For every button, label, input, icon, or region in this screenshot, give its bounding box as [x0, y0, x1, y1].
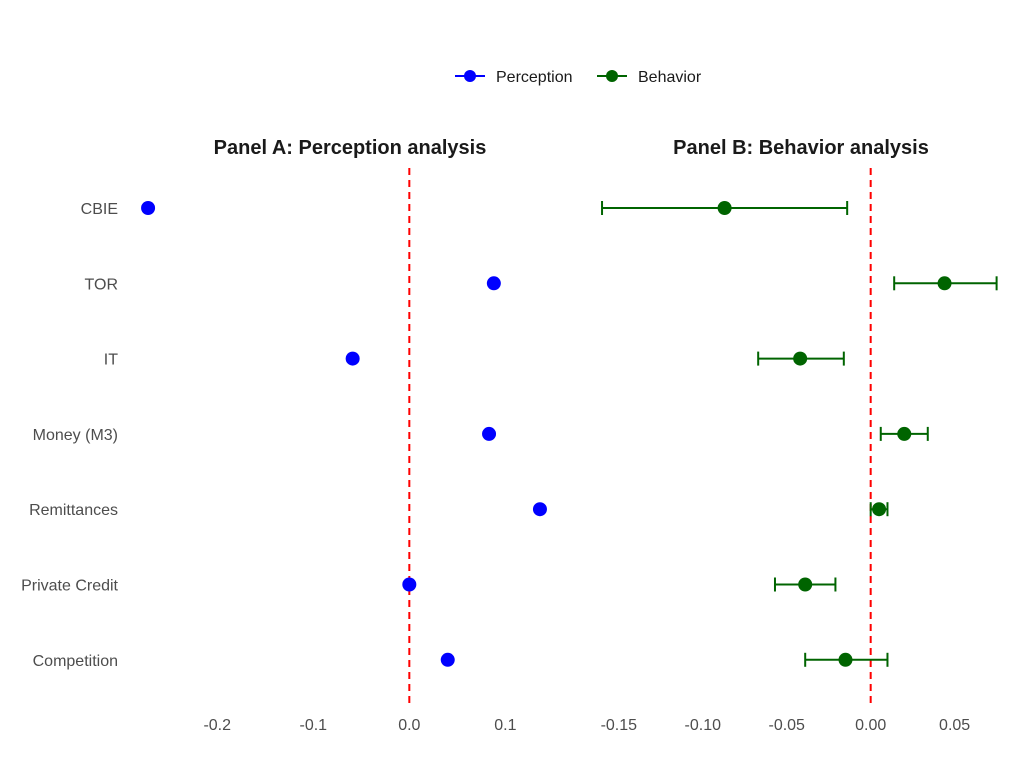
behavior-point — [793, 351, 808, 366]
category-labels: CBIE TOR IT Money (M3) Remittances Private Cr… — [21, 201, 118, 670]
category-label: TOR — [85, 276, 118, 293]
perception-x-tick-label: 0.0 — [398, 717, 420, 734]
panel-b: -0.15 -0.10 -0.05 0.00 0.05 — [601, 168, 998, 734]
legend-behavior-marker — [606, 70, 618, 82]
legend-behavior-label: Behavior — [638, 69, 702, 86]
perception-point — [532, 502, 547, 517]
legend-perception-marker — [464, 70, 476, 82]
perception-x-tick-label: -0.2 — [203, 717, 231, 734]
behavior-x-tick-label: -0.15 — [601, 717, 638, 734]
behavior-x-tick-label: 0.00 — [855, 717, 886, 734]
behavior-point — [838, 652, 853, 667]
panel-a: -0.2 -0.1 0.0 0.1 — [141, 168, 547, 734]
behavior-point — [798, 577, 813, 592]
category-label: Money (M3) — [33, 427, 118, 444]
behavior-x-tick-label: -0.05 — [768, 717, 805, 734]
perception-x-tick-label: -0.1 — [299, 717, 327, 734]
category-label: Competition — [33, 653, 118, 670]
legend-perception-label: Perception — [496, 69, 573, 86]
perception-point — [345, 351, 360, 366]
category-label: Private Credit — [21, 578, 118, 595]
perception-point — [141, 201, 156, 215]
category-label: IT — [104, 352, 118, 369]
category-label: Remittances — [29, 502, 118, 519]
behavior-point — [717, 201, 732, 215]
legend: Perception Behavior — [455, 69, 702, 86]
perception-x-tick-label: 0.1 — [494, 717, 516, 734]
behavior-point — [897, 426, 912, 441]
panel-b-title: Panel B: Behavior analysis — [673, 137, 929, 159]
behavior-point — [937, 276, 952, 291]
behavior-point — [872, 502, 887, 517]
perception-point — [402, 577, 417, 592]
perception-point — [482, 426, 497, 441]
perception-point — [486, 276, 501, 291]
panel-a-title: Panel A: Perception analysis — [214, 137, 487, 159]
category-label: CBIE — [81, 201, 118, 218]
behavior-x-tick-label: -0.10 — [685, 717, 722, 734]
perception-point — [440, 652, 455, 667]
behavior-x-tick-label: 0.05 — [939, 717, 970, 734]
